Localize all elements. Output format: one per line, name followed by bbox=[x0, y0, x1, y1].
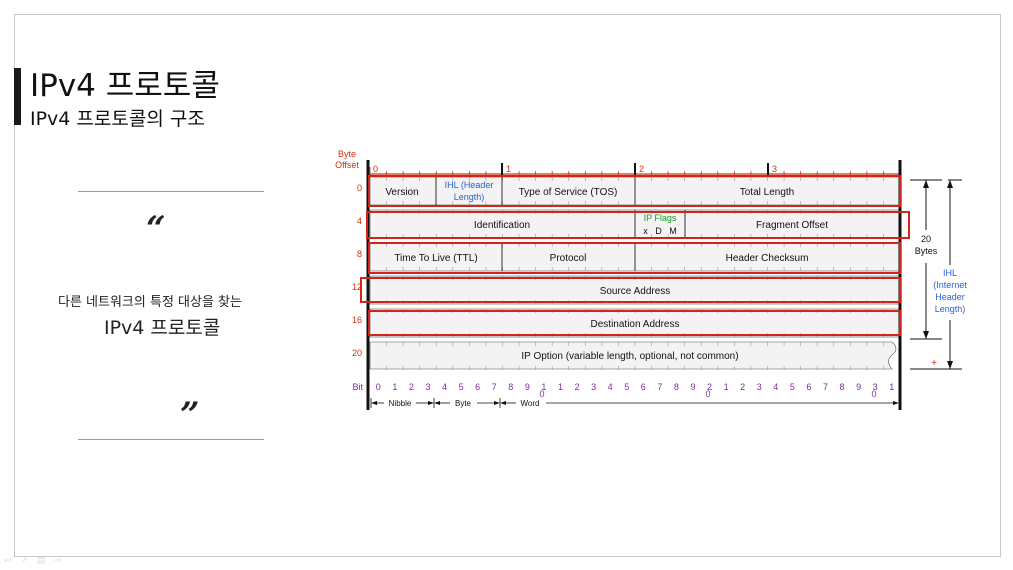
bit-number: 9 bbox=[525, 382, 530, 392]
bit-number: 5 bbox=[459, 382, 464, 392]
quote-line-1: 다른 네트워크의 특정 대상을 찾는 bbox=[58, 295, 242, 310]
top-ruler-1: 1 bbox=[506, 164, 511, 174]
ihl-right-1: IHL bbox=[943, 268, 957, 278]
byte-label: Byte bbox=[455, 399, 472, 408]
nibble-label: Nibble bbox=[389, 399, 412, 408]
bit-number: 6 bbox=[806, 382, 811, 392]
bit-number: 4 bbox=[608, 382, 613, 392]
bit-sub-10: 0 bbox=[539, 389, 544, 399]
bit-number: 5 bbox=[624, 382, 629, 392]
bit-sub-20: 0 bbox=[705, 389, 710, 399]
bit-number: 7 bbox=[657, 382, 662, 392]
title-accent-bar bbox=[14, 68, 21, 125]
offset-4: 4 bbox=[357, 216, 362, 226]
slide-nav-icons[interactable]: ↩ ↗ ▤ ⇨ bbox=[4, 556, 65, 566]
bit-number: 3 bbox=[425, 382, 430, 392]
field-total-length: Total Length bbox=[740, 187, 795, 198]
top-ruler-0: 0 bbox=[373, 164, 378, 174]
offset-8: 8 bbox=[357, 249, 362, 259]
offset-0: 0 bbox=[357, 183, 362, 193]
quote-bottom-divider bbox=[78, 439, 264, 440]
ipv4-header-diagram: Byte Offset 0 4 8 12 16 20 0 1 2 3 Versi… bbox=[335, 149, 967, 410]
highlight-row-8 bbox=[368, 242, 901, 274]
field-destination-address: Destination Address bbox=[591, 319, 680, 330]
bit-number: 1 bbox=[558, 382, 563, 392]
ihl-right-3: Header bbox=[935, 292, 965, 302]
top-ruler-3: 3 bbox=[772, 164, 777, 174]
field-identification: Identification bbox=[474, 220, 530, 231]
offset-16: 16 bbox=[352, 315, 362, 325]
bit-number: 2 bbox=[575, 382, 580, 392]
bit-number: 1 bbox=[541, 382, 546, 392]
highlight-row-12 bbox=[360, 277, 901, 303]
plus-sign: + bbox=[931, 358, 937, 369]
bit-number: 7 bbox=[823, 382, 828, 392]
top-ruler-2: 2 bbox=[639, 164, 644, 174]
bit-number: 6 bbox=[641, 382, 646, 392]
bit-number: 1 bbox=[724, 382, 729, 392]
bit-number: 8 bbox=[508, 382, 513, 392]
bit-number: 3 bbox=[873, 382, 878, 392]
byte-offset-label-1: Byte bbox=[338, 149, 356, 159]
offset-20: 20 bbox=[352, 348, 362, 358]
bit-number: 1 bbox=[889, 382, 894, 392]
bit-number: 2 bbox=[707, 382, 712, 392]
bit-number: 2 bbox=[409, 382, 414, 392]
bit-number: 3 bbox=[757, 382, 762, 392]
bit-number: 4 bbox=[773, 382, 778, 392]
close-quote-mark: ” bbox=[180, 395, 200, 435]
bit-number: 9 bbox=[690, 382, 695, 392]
highlight-row-16 bbox=[368, 310, 901, 336]
field-version: Version bbox=[385, 187, 418, 198]
offset-12: 12 bbox=[352, 282, 362, 292]
ihl-right-4: Length) bbox=[935, 304, 966, 314]
byte-offset-label-2: Offset bbox=[335, 160, 359, 170]
field-fragment-offset: Fragment Offset bbox=[756, 220, 828, 231]
field-ihl-line1: IHL (Header bbox=[445, 180, 494, 190]
bit-number: 3 bbox=[591, 382, 596, 392]
bit-number: 2 bbox=[740, 382, 745, 392]
bit-number: 8 bbox=[674, 382, 679, 392]
highlight-row-0 bbox=[368, 175, 901, 207]
bit-number: 6 bbox=[475, 382, 480, 392]
word-label: Word bbox=[521, 399, 540, 408]
field-ip-flags: IP Flags bbox=[644, 213, 677, 223]
field-header-checksum: Header Checksum bbox=[726, 253, 809, 264]
ihl-right-2: (Internet bbox=[933, 280, 967, 290]
field-ihl-line2: Length) bbox=[454, 192, 485, 202]
field-source-address: Source Address bbox=[600, 286, 671, 297]
bit-number: 5 bbox=[790, 382, 795, 392]
field-ttl: Time To Live (TTL) bbox=[394, 253, 477, 264]
bit-label: Bit bbox=[352, 382, 363, 392]
quote-top-divider bbox=[78, 191, 264, 192]
bit-number: 9 bbox=[856, 382, 861, 392]
bit-number: 8 bbox=[840, 382, 845, 392]
quote-line-2: IPv4 프로토콜 bbox=[104, 317, 221, 339]
page-title: IPv4 프로토콜 bbox=[30, 68, 220, 104]
field-ip-option: IP Option (variable length, optional, no… bbox=[521, 351, 738, 362]
bit-number: 7 bbox=[492, 382, 497, 392]
twenty-bytes-line1: 20 bbox=[921, 234, 931, 244]
bit-number: 1 bbox=[392, 382, 397, 392]
page-subtitle: IPv4 프로토콜의 구조 bbox=[30, 108, 205, 130]
field-flag-bits: x D M bbox=[643, 226, 677, 236]
field-tos: Type of Service (TOS) bbox=[519, 187, 618, 198]
open-quote-mark: “ bbox=[146, 209, 166, 249]
highlight-row-4 bbox=[366, 211, 910, 239]
twenty-bytes-line2: Bytes bbox=[915, 246, 938, 256]
bit-sub-30: 0 bbox=[871, 389, 876, 399]
bit-number: 0 bbox=[376, 382, 381, 392]
field-protocol: Protocol bbox=[550, 253, 587, 264]
bit-number: 4 bbox=[442, 382, 447, 392]
